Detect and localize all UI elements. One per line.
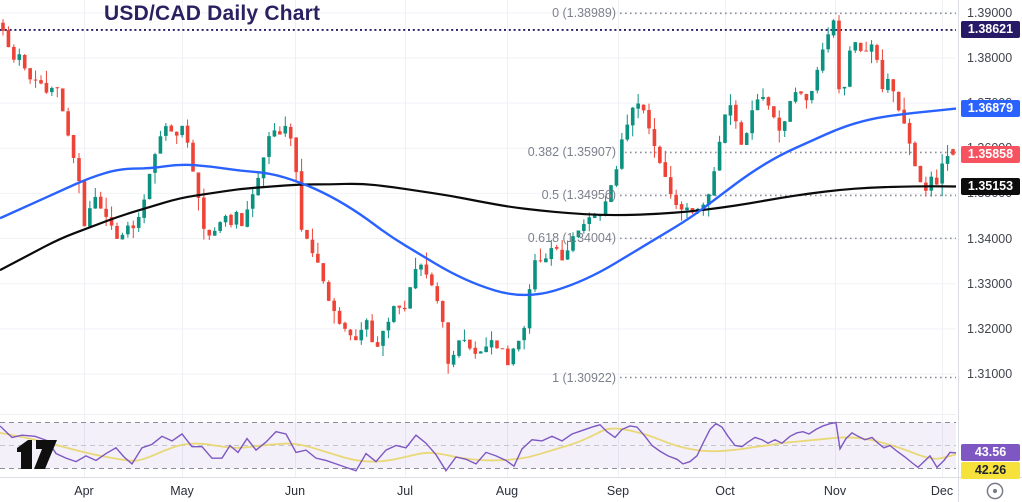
logo-circle-icon[interactable] (984, 480, 1006, 502)
